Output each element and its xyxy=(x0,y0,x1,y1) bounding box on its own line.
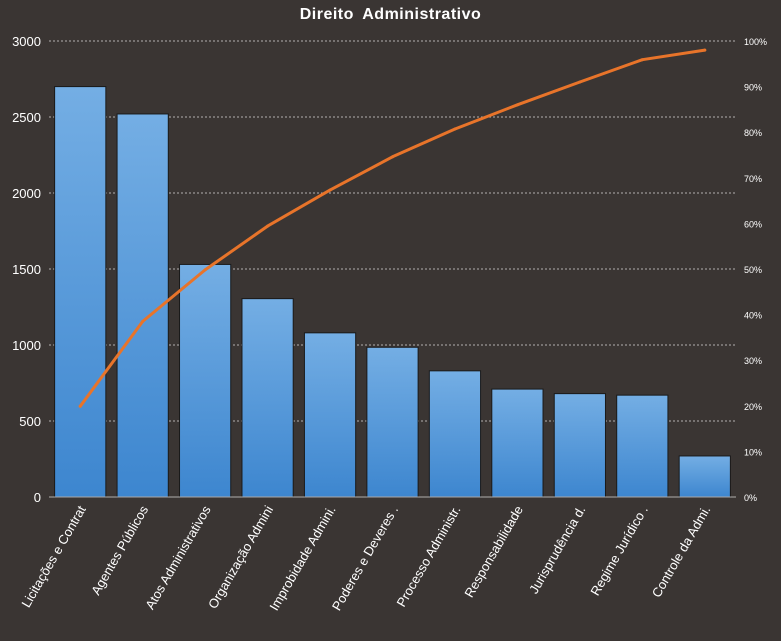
bar xyxy=(428,370,482,498)
cumulative-point xyxy=(328,188,332,192)
cumulative-point xyxy=(640,58,644,62)
y2-tick-label: 90% xyxy=(744,83,762,93)
x-tick-label: Organização Admini xyxy=(205,503,276,611)
y-axis-right: 0% 10% 20% 30% 40% 50% 60% 70% 80% 90% 100% xyxy=(744,37,767,503)
y-tick-label: 1000 xyxy=(12,338,41,353)
y-tick-label: 2500 xyxy=(12,110,41,125)
bar xyxy=(303,332,357,498)
x-tick-label: Regime Jurídico . xyxy=(587,503,651,598)
y2-tick-label: 70% xyxy=(744,174,762,184)
bar xyxy=(241,298,294,498)
x-tick-label: Responsabilidade xyxy=(461,503,526,600)
x-tick-label: Atos Administrativos xyxy=(142,503,214,612)
y2-tick-label: 20% xyxy=(744,402,762,412)
bar xyxy=(491,388,544,498)
cumulative-point xyxy=(266,224,270,228)
x-tick-label: Jurisprudência d. xyxy=(526,503,588,596)
x-tick-label: Processo Administr. xyxy=(393,503,463,609)
y2-tick-label: 100% xyxy=(744,37,767,47)
cumulative-point xyxy=(78,404,82,408)
cumulative-point xyxy=(578,80,582,84)
chart-title: Direito Administrativo xyxy=(299,6,482,23)
x-tick-label: Improbidade Admini. xyxy=(266,503,338,613)
x-tick-label: Agentes Públicos xyxy=(88,503,151,598)
y-tick-label: 1500 xyxy=(12,262,41,277)
y2-tick-label: 10% xyxy=(744,447,762,457)
x-tick-label: Controle da Admi. xyxy=(649,503,714,600)
cumulative-point xyxy=(203,268,207,272)
x-tick-label: Licitações e Contrat xyxy=(18,503,89,610)
bar xyxy=(616,394,669,498)
cumulative-point xyxy=(141,319,145,323)
bar xyxy=(366,346,419,498)
cumulative-point xyxy=(703,48,707,52)
y-tick-label: 2000 xyxy=(12,186,41,201)
y-tick-label: 500 xyxy=(19,414,41,429)
y2-tick-label: 60% xyxy=(744,219,762,229)
cumulative-point xyxy=(453,127,457,131)
y2-tick-label: 80% xyxy=(744,128,762,138)
cumulative-line-layer xyxy=(78,48,707,408)
y-tick-label: 3000 xyxy=(12,34,41,49)
y-tick-label: 0 xyxy=(34,490,41,505)
bar xyxy=(678,455,731,498)
y2-tick-label: 30% xyxy=(744,356,762,366)
bar xyxy=(553,393,606,498)
y2-tick-label: 40% xyxy=(744,311,762,321)
x-tick-label: Poderes e Deveres . xyxy=(329,503,401,613)
y2-tick-label: 50% xyxy=(744,265,762,275)
y-axis-left: 0 500 1000 1500 2000 2500 3000 xyxy=(12,34,41,505)
y2-tick-label: 0% xyxy=(744,493,757,503)
bar xyxy=(54,86,107,498)
cumulative-point xyxy=(391,155,394,159)
bar xyxy=(179,263,232,498)
bars-layer xyxy=(49,86,736,498)
x-axis: Licitações e Contrat Agentes PúblicosAtos… xyxy=(18,503,713,614)
cumulative-point xyxy=(515,103,519,107)
